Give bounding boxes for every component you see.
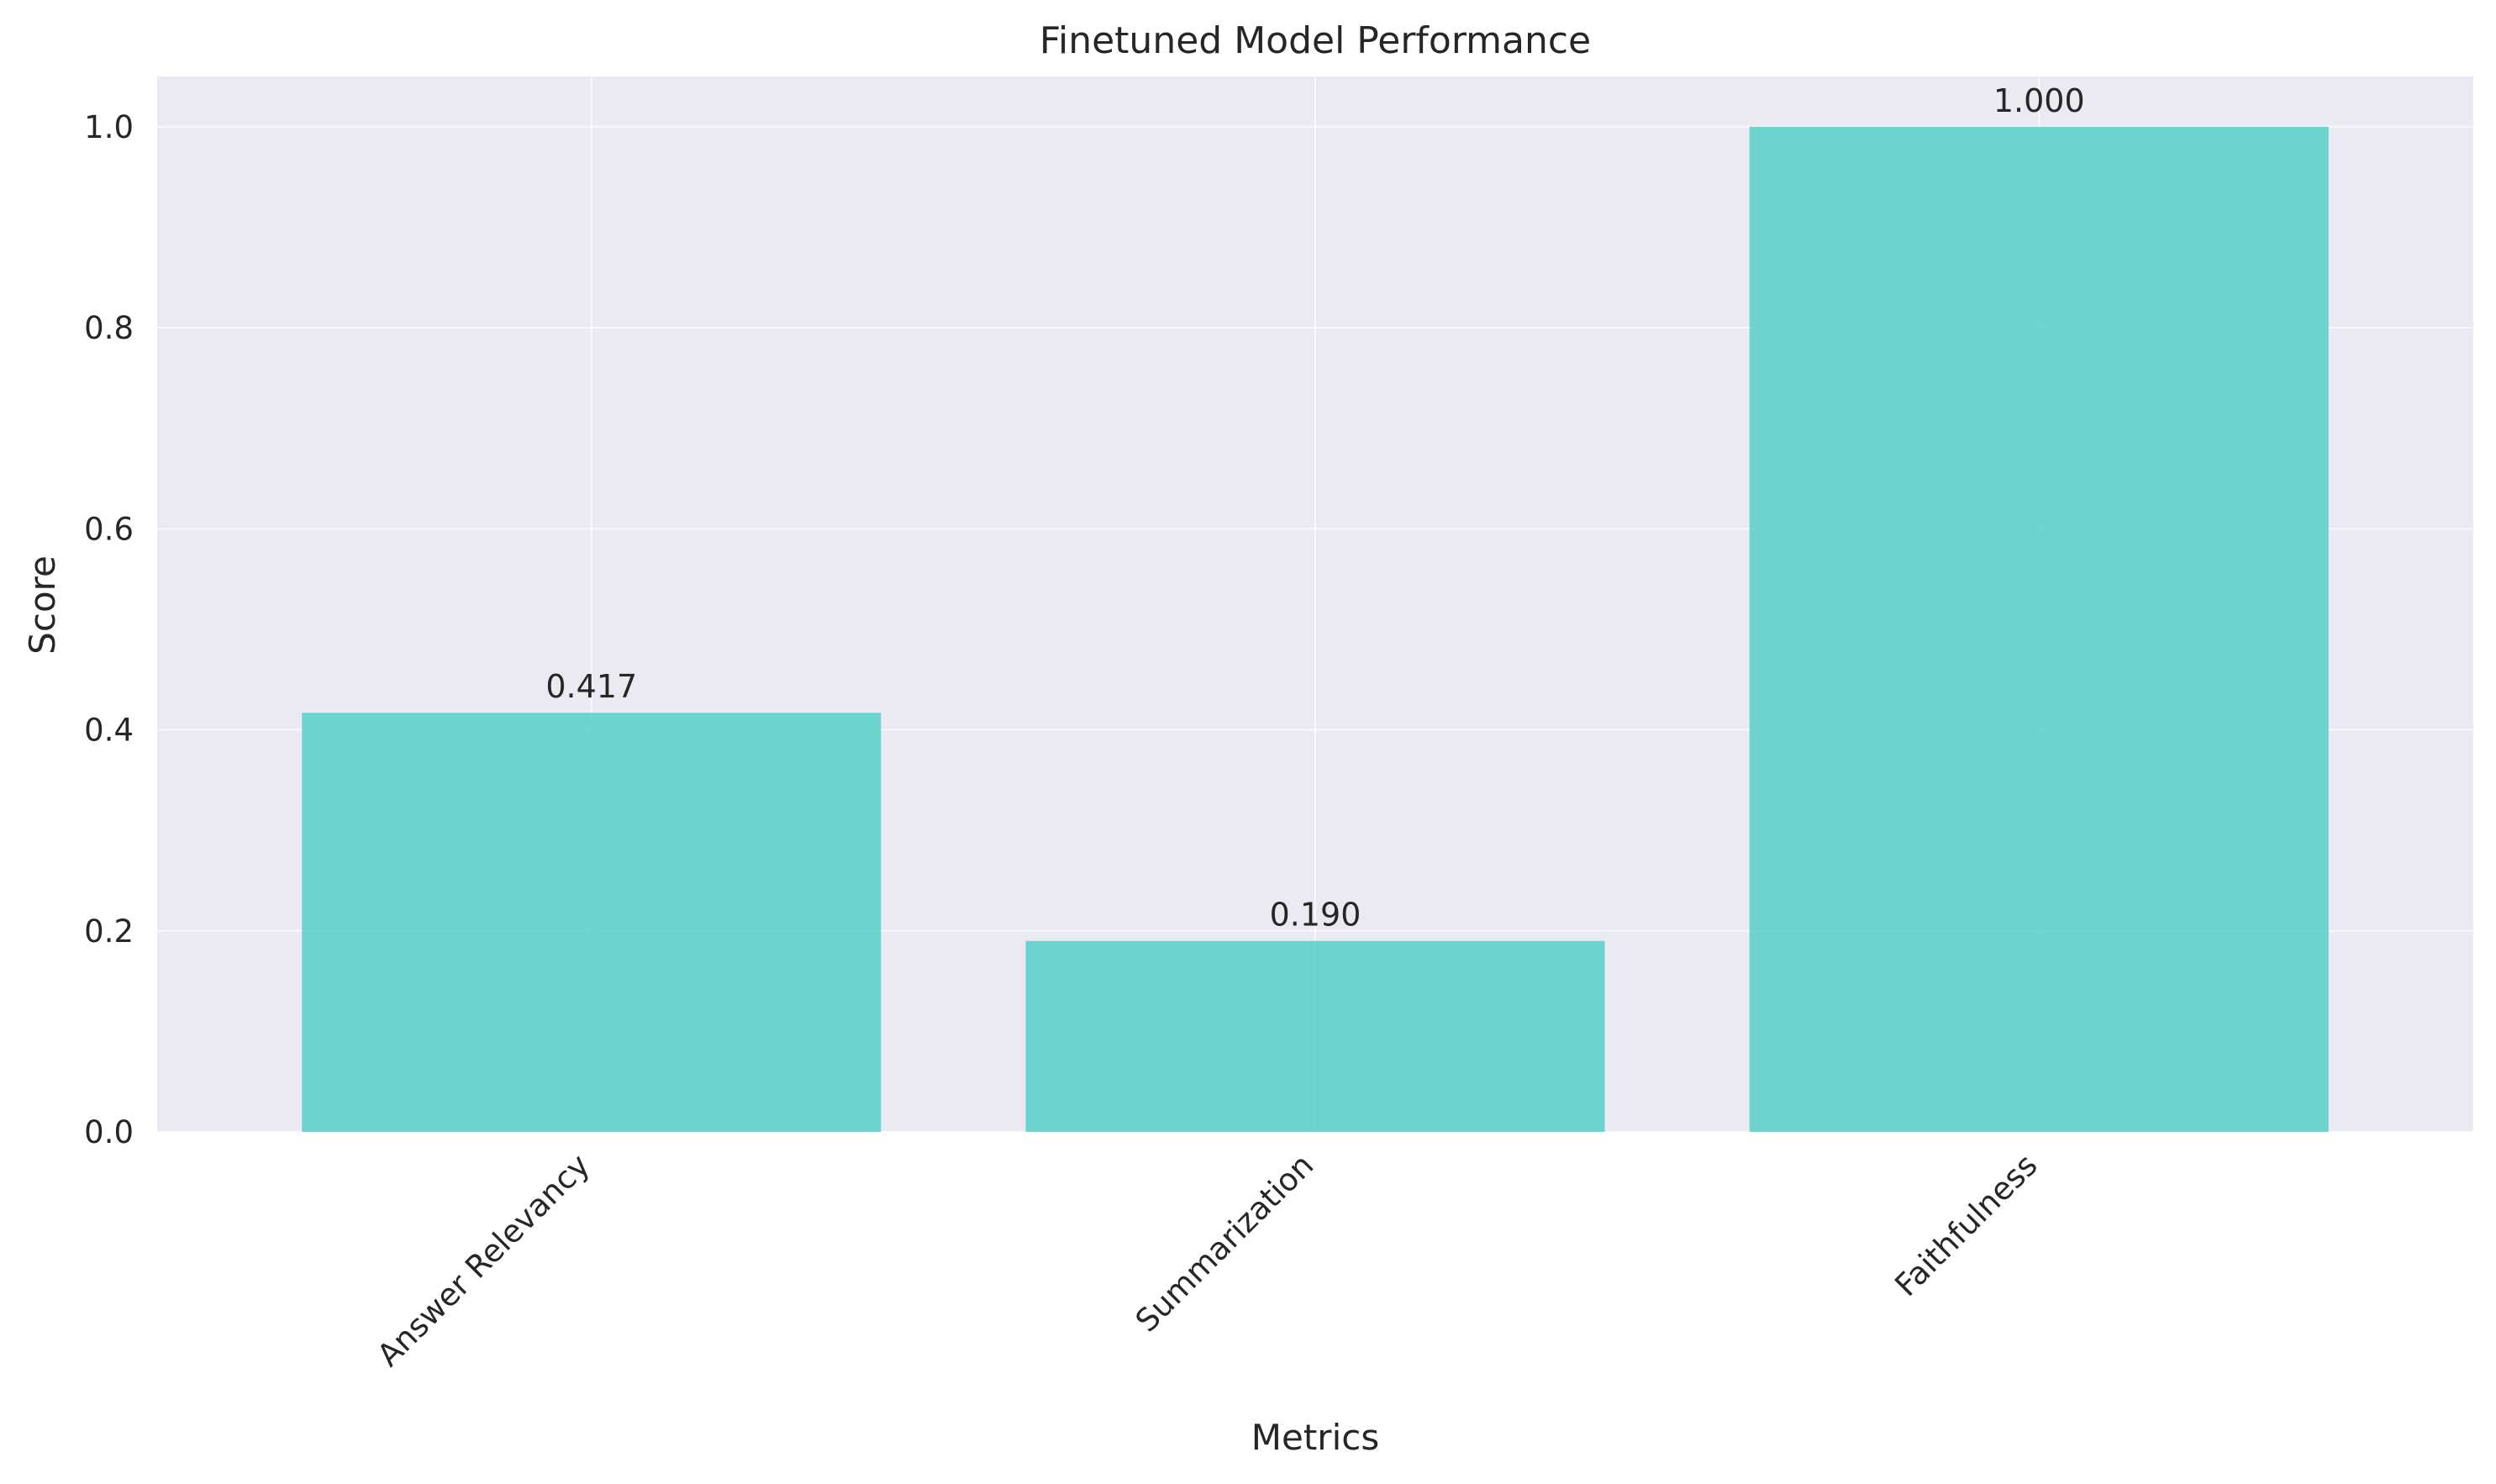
y-tick-label: 0.2: [84, 913, 134, 950]
bars: [302, 126, 2329, 1132]
y-axis-ticks: 0.0 0.2 0.4 0.6 0.8 1.0: [84, 109, 134, 1150]
y-tick-label: 1.0: [84, 109, 134, 145]
x-axis-label: Metrics: [1251, 1417, 1379, 1458]
y-tick-label: 0.8: [84, 310, 134, 346]
bar-value-labels: 0.417 0.190 1.000: [545, 82, 2084, 934]
y-tick-label: 0.4: [84, 713, 134, 749]
bar: [1025, 940, 1605, 1132]
y-tick-label: 0.6: [84, 511, 134, 547]
bar: [1749, 126, 2329, 1132]
y-axis-label: Score: [22, 555, 63, 655]
bar-value-label: 0.190: [1270, 897, 1361, 934]
bar-value-label: 1.000: [1993, 82, 2085, 119]
chart-title: Finetuned Model Performance: [1040, 19, 1591, 62]
bar-value-label: 0.417: [545, 668, 637, 705]
y-tick-label: 0.0: [84, 1114, 134, 1150]
bar: [302, 713, 882, 1132]
